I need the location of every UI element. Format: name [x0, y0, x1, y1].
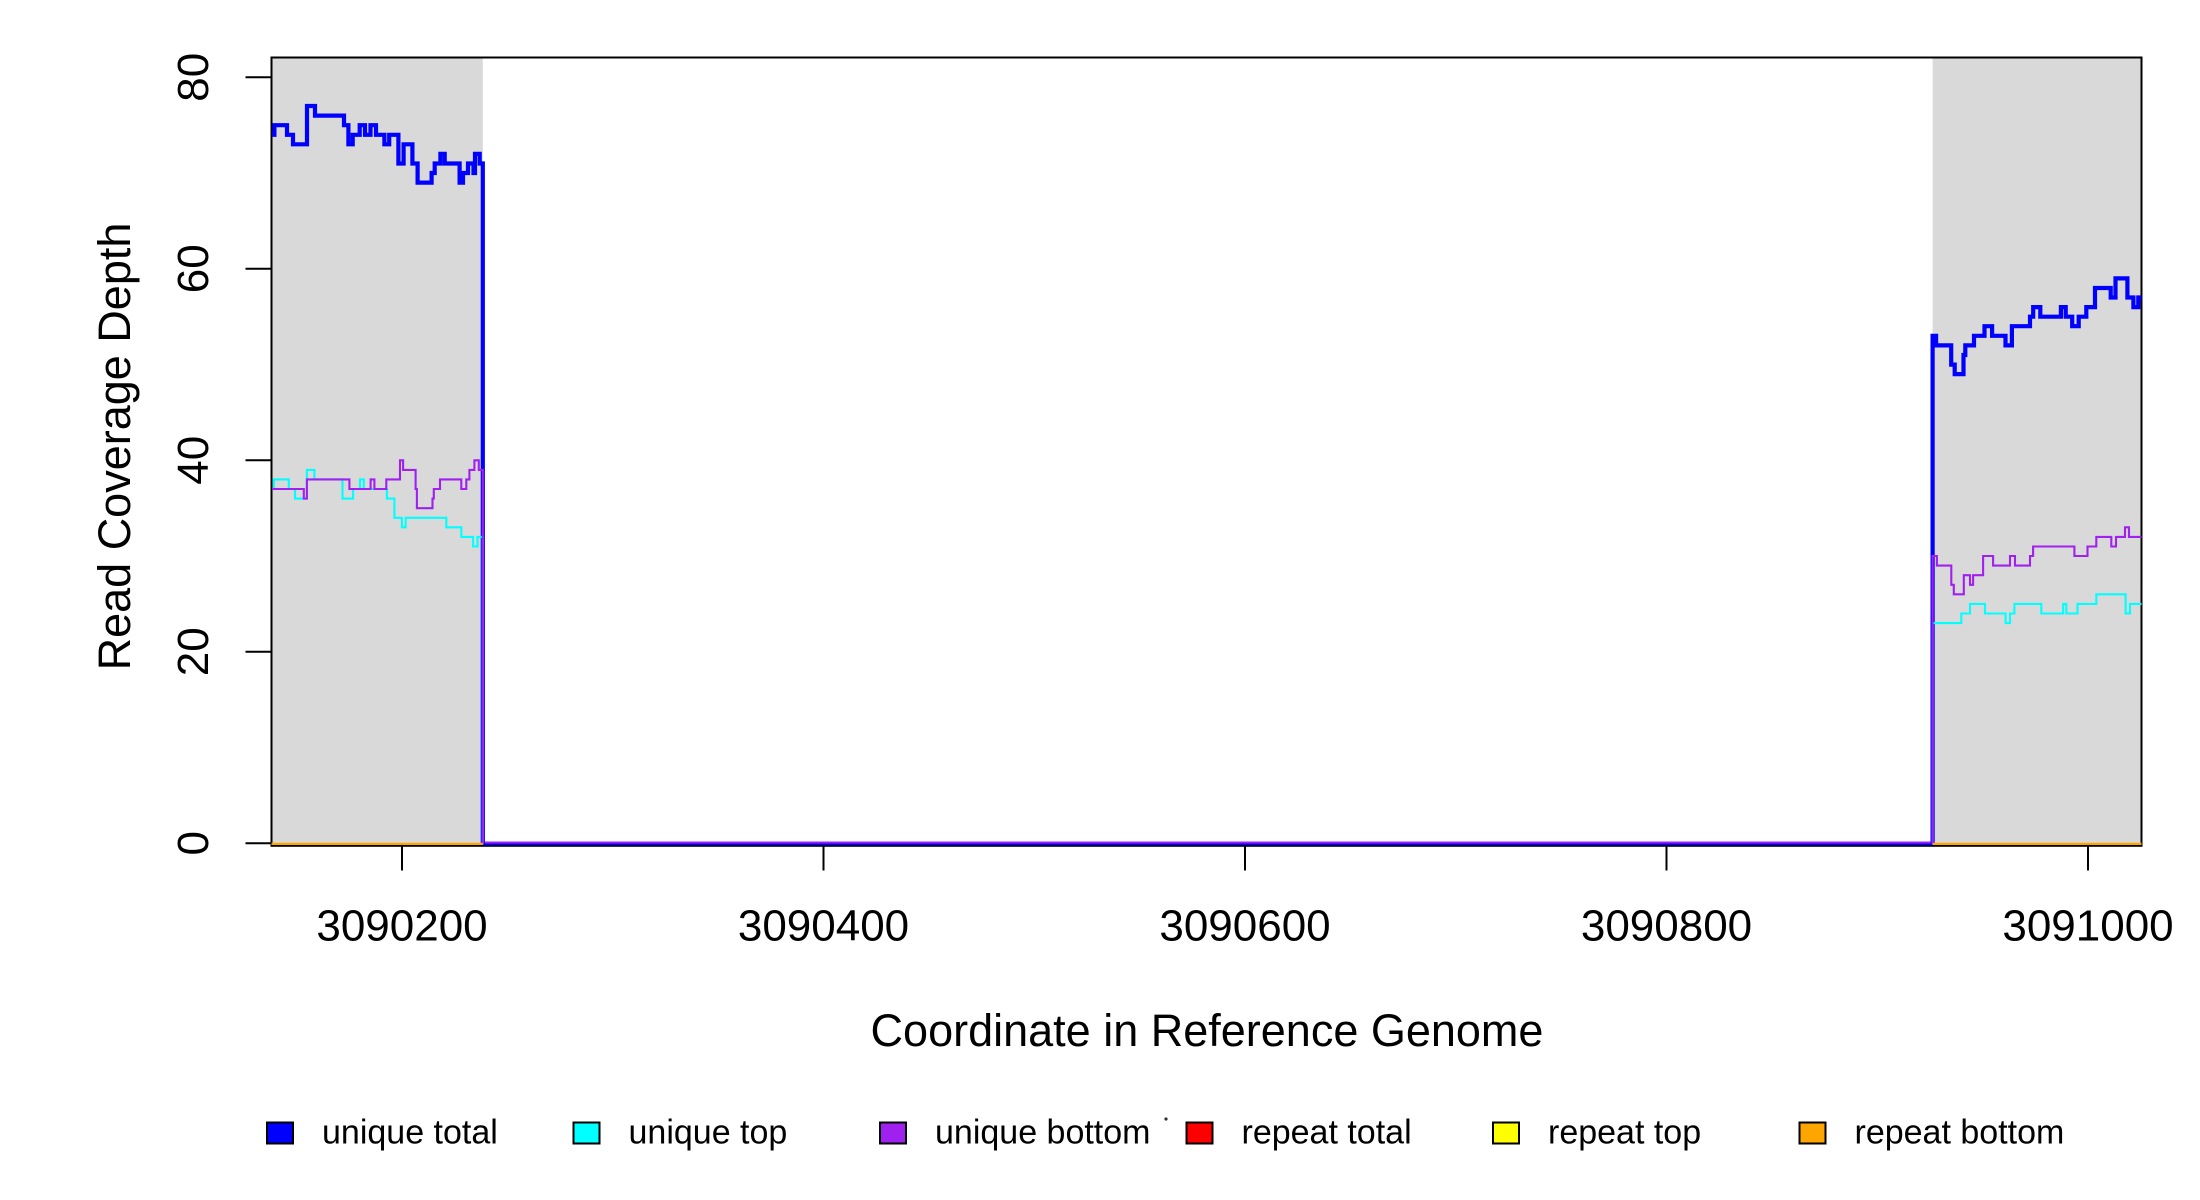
svg-text:3090600: 3090600	[1159, 901, 1330, 950]
svg-text:Coordinate in Reference Genome: Coordinate in Reference Genome	[871, 1005, 1544, 1056]
svg-text:3090800: 3090800	[1581, 901, 1752, 950]
svg-text:60: 60	[169, 244, 218, 293]
svg-text:repeat bottom: repeat bottom	[1855, 1114, 2065, 1152]
svg-text:unique top: unique top	[629, 1114, 788, 1152]
svg-text:40: 40	[169, 436, 218, 485]
svg-text:Read Coverage Depth: Read Coverage Depth	[89, 223, 140, 671]
svg-text:repeat top: repeat top	[1548, 1114, 1701, 1152]
svg-text:3090200: 3090200	[316, 901, 487, 950]
svg-text:3091000: 3091000	[2002, 901, 2173, 950]
svg-text:80: 80	[169, 53, 218, 102]
svg-text:unique bottom: unique bottom	[935, 1114, 1151, 1152]
svg-text:20: 20	[169, 627, 218, 676]
svg-text:0: 0	[169, 831, 218, 855]
svg-text:3090400: 3090400	[738, 901, 909, 950]
svg-text:repeat total: repeat total	[1242, 1114, 1412, 1152]
svg-text:unique total: unique total	[322, 1114, 498, 1152]
